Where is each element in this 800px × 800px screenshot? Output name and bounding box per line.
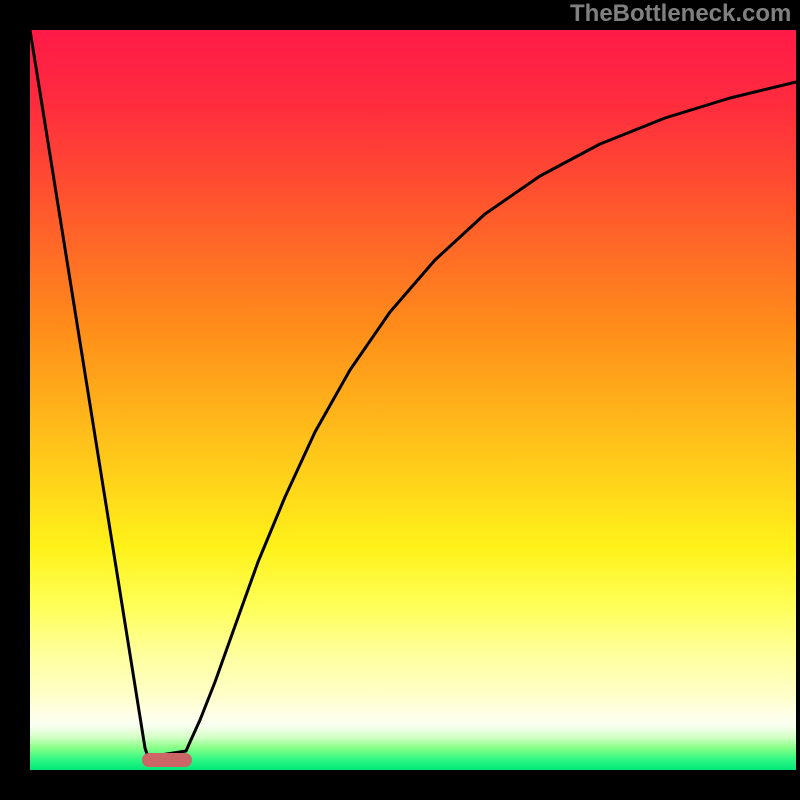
chart-container: TheBottleneck.com [0, 0, 800, 800]
chart-svg [0, 0, 800, 800]
watermark-text: TheBottleneck.com [570, 0, 791, 28]
plot-background [30, 30, 796, 770]
bottleneck-marker [142, 753, 192, 767]
